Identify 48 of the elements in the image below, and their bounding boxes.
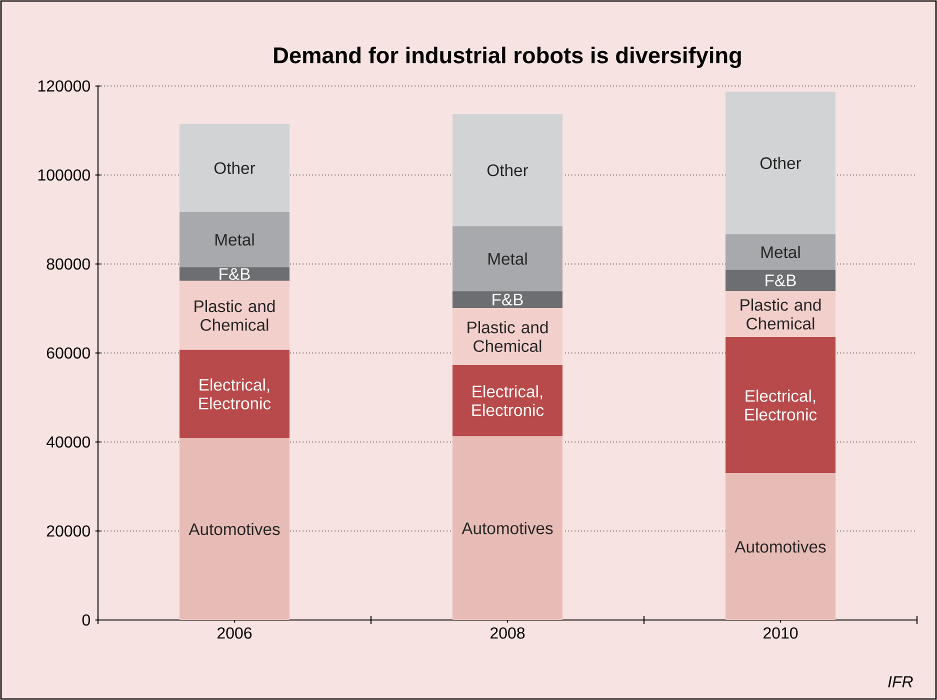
y-tick-label: 40000 — [46, 436, 90, 448]
text: Other — [760, 156, 802, 170]
chart-title: Demand for industrial robots is diversifying — [274, 46, 741, 68]
bar — [452, 308, 563, 366]
y-tick-label: 60000 — [46, 347, 90, 359]
bar — [452, 226, 563, 292]
text: Other — [214, 162, 256, 174]
x-tick-label: 2008 — [490, 627, 525, 639]
bar — [726, 473, 836, 620]
bar — [180, 350, 290, 438]
bar — [726, 336, 836, 474]
bar — [452, 291, 563, 308]
bar — [180, 124, 290, 212]
bar — [180, 280, 290, 350]
text: IFR — [888, 676, 913, 688]
y-tick-label: 0 — [82, 614, 90, 626]
bar — [726, 291, 836, 337]
series-label: Automotives — [188, 522, 280, 536]
bar — [180, 212, 290, 268]
series-label: Electrical, Electronic — [199, 378, 271, 410]
bar — [180, 438, 290, 620]
text: Automotives — [462, 522, 553, 534]
text: Automotives — [734, 540, 826, 553]
bar — [726, 92, 836, 234]
bar — [452, 114, 563, 226]
x-tick-label: 2006 — [218, 627, 252, 639]
series-label: Plastic and Chemical — [740, 298, 821, 330]
text: Plastic and Chemical — [194, 300, 275, 331]
bar — [452, 436, 563, 620]
bar — [180, 267, 290, 281]
text: Plastic and Chemical — [468, 321, 548, 352]
series-label: Metal — [761, 246, 800, 258]
y-tick-label: 80000 — [46, 258, 90, 270]
text: F&B — [766, 274, 796, 286]
bar — [726, 270, 836, 292]
text: F&B — [492, 294, 523, 306]
series-label: F&B — [220, 268, 250, 280]
series-label: Other — [487, 164, 528, 176]
bar — [726, 234, 836, 270]
y-tick-label: 120000 — [38, 80, 90, 92]
x-tick-label: 2010 — [764, 627, 798, 639]
y-tick-label: 100000 — [38, 169, 90, 181]
text: Metal — [488, 252, 527, 265]
text: Electrical, Electronic — [472, 385, 544, 416]
text: Metal — [215, 233, 254, 246]
text: Electrical, Electronic — [745, 390, 817, 421]
bar — [452, 365, 563, 436]
y-tick-label: 20000 — [46, 525, 90, 537]
